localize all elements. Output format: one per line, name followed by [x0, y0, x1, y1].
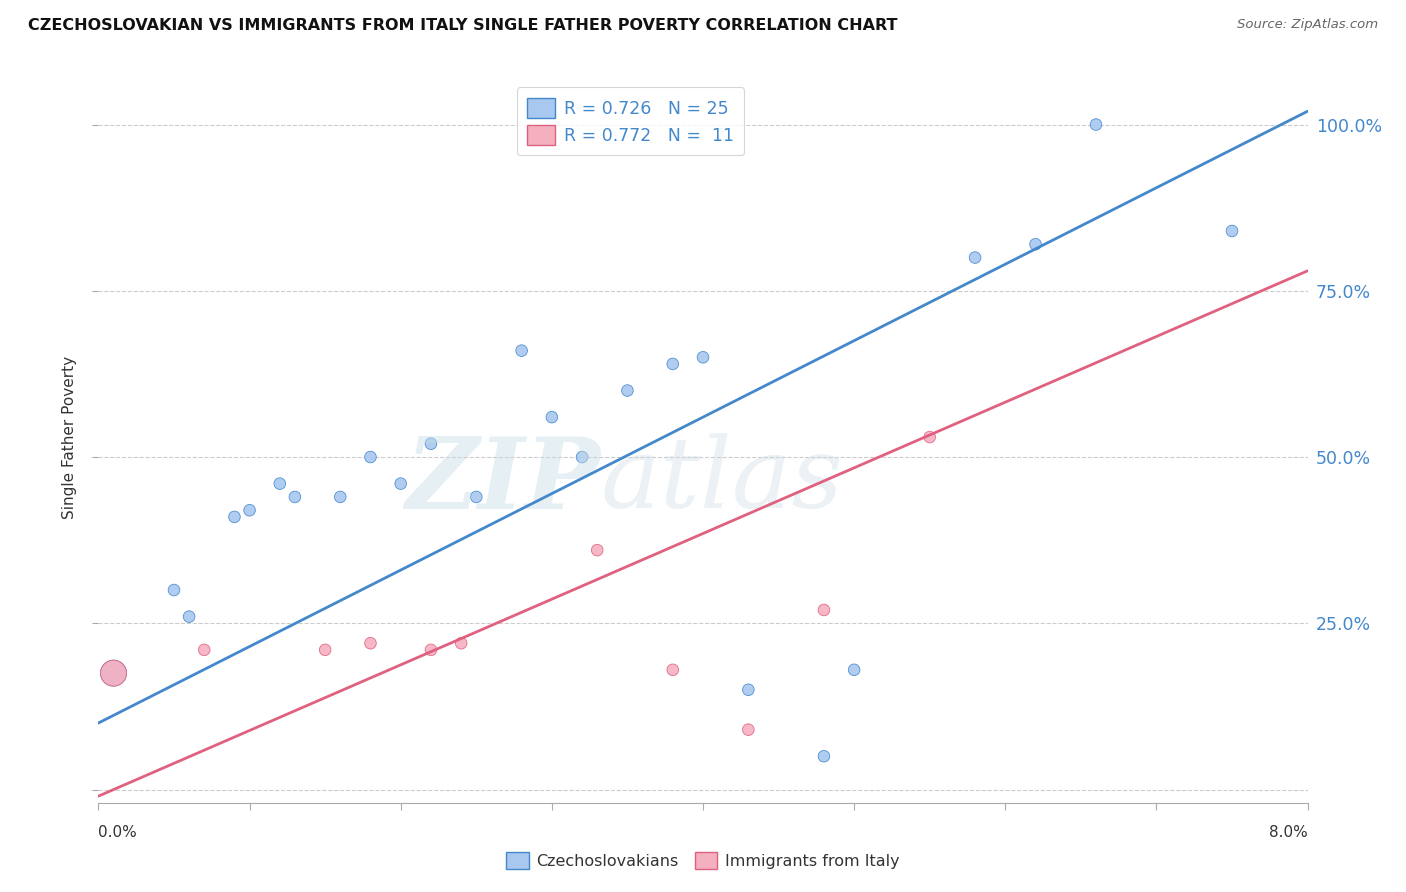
- Point: [965, 251, 987, 265]
- Point: [737, 682, 759, 697]
- Legend: R = 0.726   N = 25, R = 0.772   N =  11: R = 0.726 N = 25, R = 0.772 N = 11: [517, 87, 744, 155]
- Point: [918, 430, 941, 444]
- Text: CZECHOSLOVAKIAN VS IMMIGRANTS FROM ITALY SINGLE FATHER POVERTY CORRELATION CHART: CZECHOSLOVAKIAN VS IMMIGRANTS FROM ITALY…: [28, 18, 897, 33]
- Text: atlas: atlas: [600, 434, 844, 529]
- Legend: Czechoslovakians, Immigrants from Italy: Czechoslovakians, Immigrants from Italy: [501, 846, 905, 875]
- Point: [1025, 237, 1047, 252]
- Point: [284, 490, 307, 504]
- Point: [360, 636, 382, 650]
- Point: [163, 582, 186, 597]
- Point: [420, 436, 443, 450]
- Point: [662, 357, 685, 371]
- Point: [360, 450, 382, 464]
- Text: 0.0%: 0.0%: [98, 825, 138, 840]
- Y-axis label: Single Father Poverty: Single Father Poverty: [62, 356, 77, 518]
- Point: [193, 643, 215, 657]
- Text: ZIP: ZIP: [405, 433, 600, 529]
- Point: [389, 476, 412, 491]
- Point: [692, 351, 714, 365]
- Point: [314, 643, 336, 657]
- Point: [510, 343, 533, 358]
- Point: [103, 666, 125, 681]
- Text: Source: ZipAtlas.com: Source: ZipAtlas.com: [1237, 18, 1378, 31]
- Point: [616, 384, 638, 398]
- Point: [737, 723, 759, 737]
- Point: [1085, 118, 1108, 132]
- Point: [224, 509, 246, 524]
- Point: [465, 490, 488, 504]
- Point: [571, 450, 593, 464]
- Point: [269, 476, 291, 491]
- Point: [239, 503, 262, 517]
- Text: 8.0%: 8.0%: [1268, 825, 1308, 840]
- Point: [541, 410, 564, 425]
- Point: [420, 643, 443, 657]
- Point: [586, 543, 609, 558]
- Point: [103, 666, 125, 681]
- Point: [179, 609, 201, 624]
- Point: [813, 749, 835, 764]
- Point: [329, 490, 352, 504]
- Point: [1220, 224, 1243, 238]
- Point: [813, 603, 835, 617]
- Point: [844, 663, 866, 677]
- Point: [450, 636, 472, 650]
- Point: [662, 663, 685, 677]
